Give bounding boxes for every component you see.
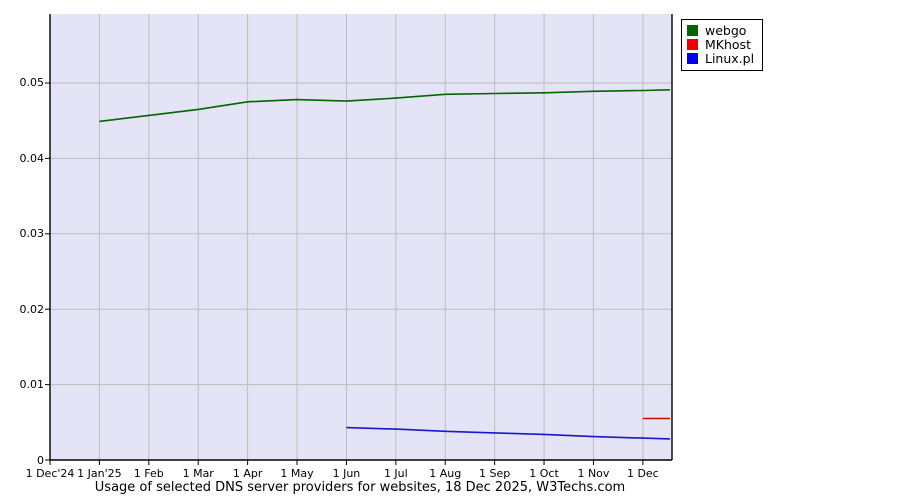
x-tick-label: 1 Dec — [626, 467, 659, 480]
legend-label-linuxpl: Linux.pl — [705, 51, 755, 66]
x-tick-label: 1 Feb — [133, 467, 164, 480]
y-tick-label: 0.02 — [19, 302, 45, 316]
linuxpl-swatch-icon — [687, 53, 698, 64]
series-line-linuxpl — [346, 426, 671, 440]
x-tick-label: 1 Dec'24 — [25, 467, 75, 480]
legend-label-mkhost: MKhost — [705, 37, 751, 52]
x-tick-label: 1 Oct — [529, 467, 559, 480]
chart-caption: Usage of selected DNS server providers f… — [94, 480, 626, 495]
legend-item-webgo: webgo — [687, 24, 754, 37]
webgo-swatch-icon — [687, 25, 698, 36]
x-tick-label: 1 May — [280, 467, 314, 480]
x-tick-label: 1 Jun — [332, 467, 361, 480]
x-tick-label: 1 Sep — [479, 467, 511, 480]
series-line-webgo — [99, 89, 671, 123]
y-tick-label: 0.01 — [19, 378, 45, 392]
mkhost-swatch-icon — [687, 39, 698, 50]
x-tick-label: 1 Nov — [577, 467, 610, 480]
y-tick-label: 0.04 — [19, 151, 45, 165]
x-tick-label: 1 Jan'25 — [77, 467, 122, 480]
legend-label-webgo: webgo — [705, 23, 747, 38]
plot-background — [50, 14, 672, 460]
legend-item-mkhost: MKhost — [687, 38, 754, 51]
y-tick-label: 0 — [37, 453, 44, 467]
legend-item-linuxpl: Linux.pl — [687, 52, 754, 65]
x-tick-label: 1 Mar — [182, 467, 214, 480]
x-tick-label: 1 Apr — [232, 467, 263, 480]
y-tick-label: 0.05 — [19, 76, 45, 90]
x-tick-label: 1 Aug — [429, 467, 462, 480]
y-tick-label: 0.03 — [19, 227, 45, 241]
legend: webgo MKhost Linux.pl — [681, 19, 764, 71]
x-tick-label: 1 Jul — [383, 467, 408, 480]
